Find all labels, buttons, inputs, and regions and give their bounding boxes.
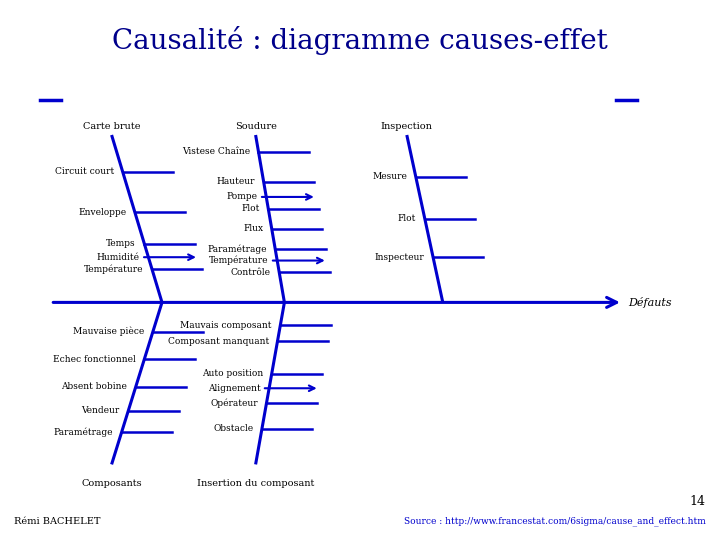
Text: Enveloppe: Enveloppe xyxy=(78,207,126,217)
Text: Carte brute: Carte brute xyxy=(83,123,140,131)
Text: Absent bobine: Absent bobine xyxy=(61,382,127,391)
Text: Hauteur: Hauteur xyxy=(217,177,255,186)
Text: Flux: Flux xyxy=(243,224,263,233)
Text: Auto position: Auto position xyxy=(202,369,263,378)
Text: Inspecteur: Inspecteur xyxy=(374,253,424,262)
Text: Vendeur: Vendeur xyxy=(81,407,120,415)
Text: Paramétrage: Paramétrage xyxy=(53,427,113,437)
Text: Défauts: Défauts xyxy=(629,297,672,308)
Text: Source : http://www.francestat.com/6sigma/cause_and_effect.htm: Source : http://www.francestat.com/6sigm… xyxy=(404,517,706,526)
Text: Flot: Flot xyxy=(397,214,416,223)
Text: Pompe: Pompe xyxy=(227,192,258,201)
Text: Composant manquant: Composant manquant xyxy=(168,337,269,346)
Text: Température: Température xyxy=(84,264,143,274)
Text: Circuit court: Circuit court xyxy=(55,167,114,177)
Text: Paramétrage: Paramétrage xyxy=(207,244,266,254)
Text: Obstacle: Obstacle xyxy=(213,424,253,433)
Text: Opérateur: Opérateur xyxy=(210,398,258,408)
Text: Composants: Composants xyxy=(81,479,142,488)
Text: Mauvaise pièce: Mauvaise pièce xyxy=(73,327,144,336)
Text: Insertion du composant: Insertion du composant xyxy=(197,479,315,488)
Text: 14: 14 xyxy=(690,495,706,508)
Text: Flot: Flot xyxy=(241,204,260,213)
Text: Mauvais composant: Mauvais composant xyxy=(180,321,271,329)
Text: Rémi BACHELET: Rémi BACHELET xyxy=(14,517,101,526)
Text: Mesure: Mesure xyxy=(372,172,407,181)
Text: Echec fonctionnel: Echec fonctionnel xyxy=(53,355,135,363)
Text: Inspection: Inspection xyxy=(381,123,433,131)
Text: Soudure: Soudure xyxy=(235,123,276,131)
Text: Humidité: Humidité xyxy=(96,253,140,262)
Text: Causalité : diagramme causes-effet: Causalité : diagramme causes-effet xyxy=(112,26,608,55)
Text: Temps: Temps xyxy=(106,239,135,248)
Text: Température: Température xyxy=(209,256,269,265)
Text: Vistese Chaîne: Vistese Chaîne xyxy=(181,147,250,156)
Text: Contrôle: Contrôle xyxy=(230,268,271,277)
Text: Alignement: Alignement xyxy=(208,384,261,393)
